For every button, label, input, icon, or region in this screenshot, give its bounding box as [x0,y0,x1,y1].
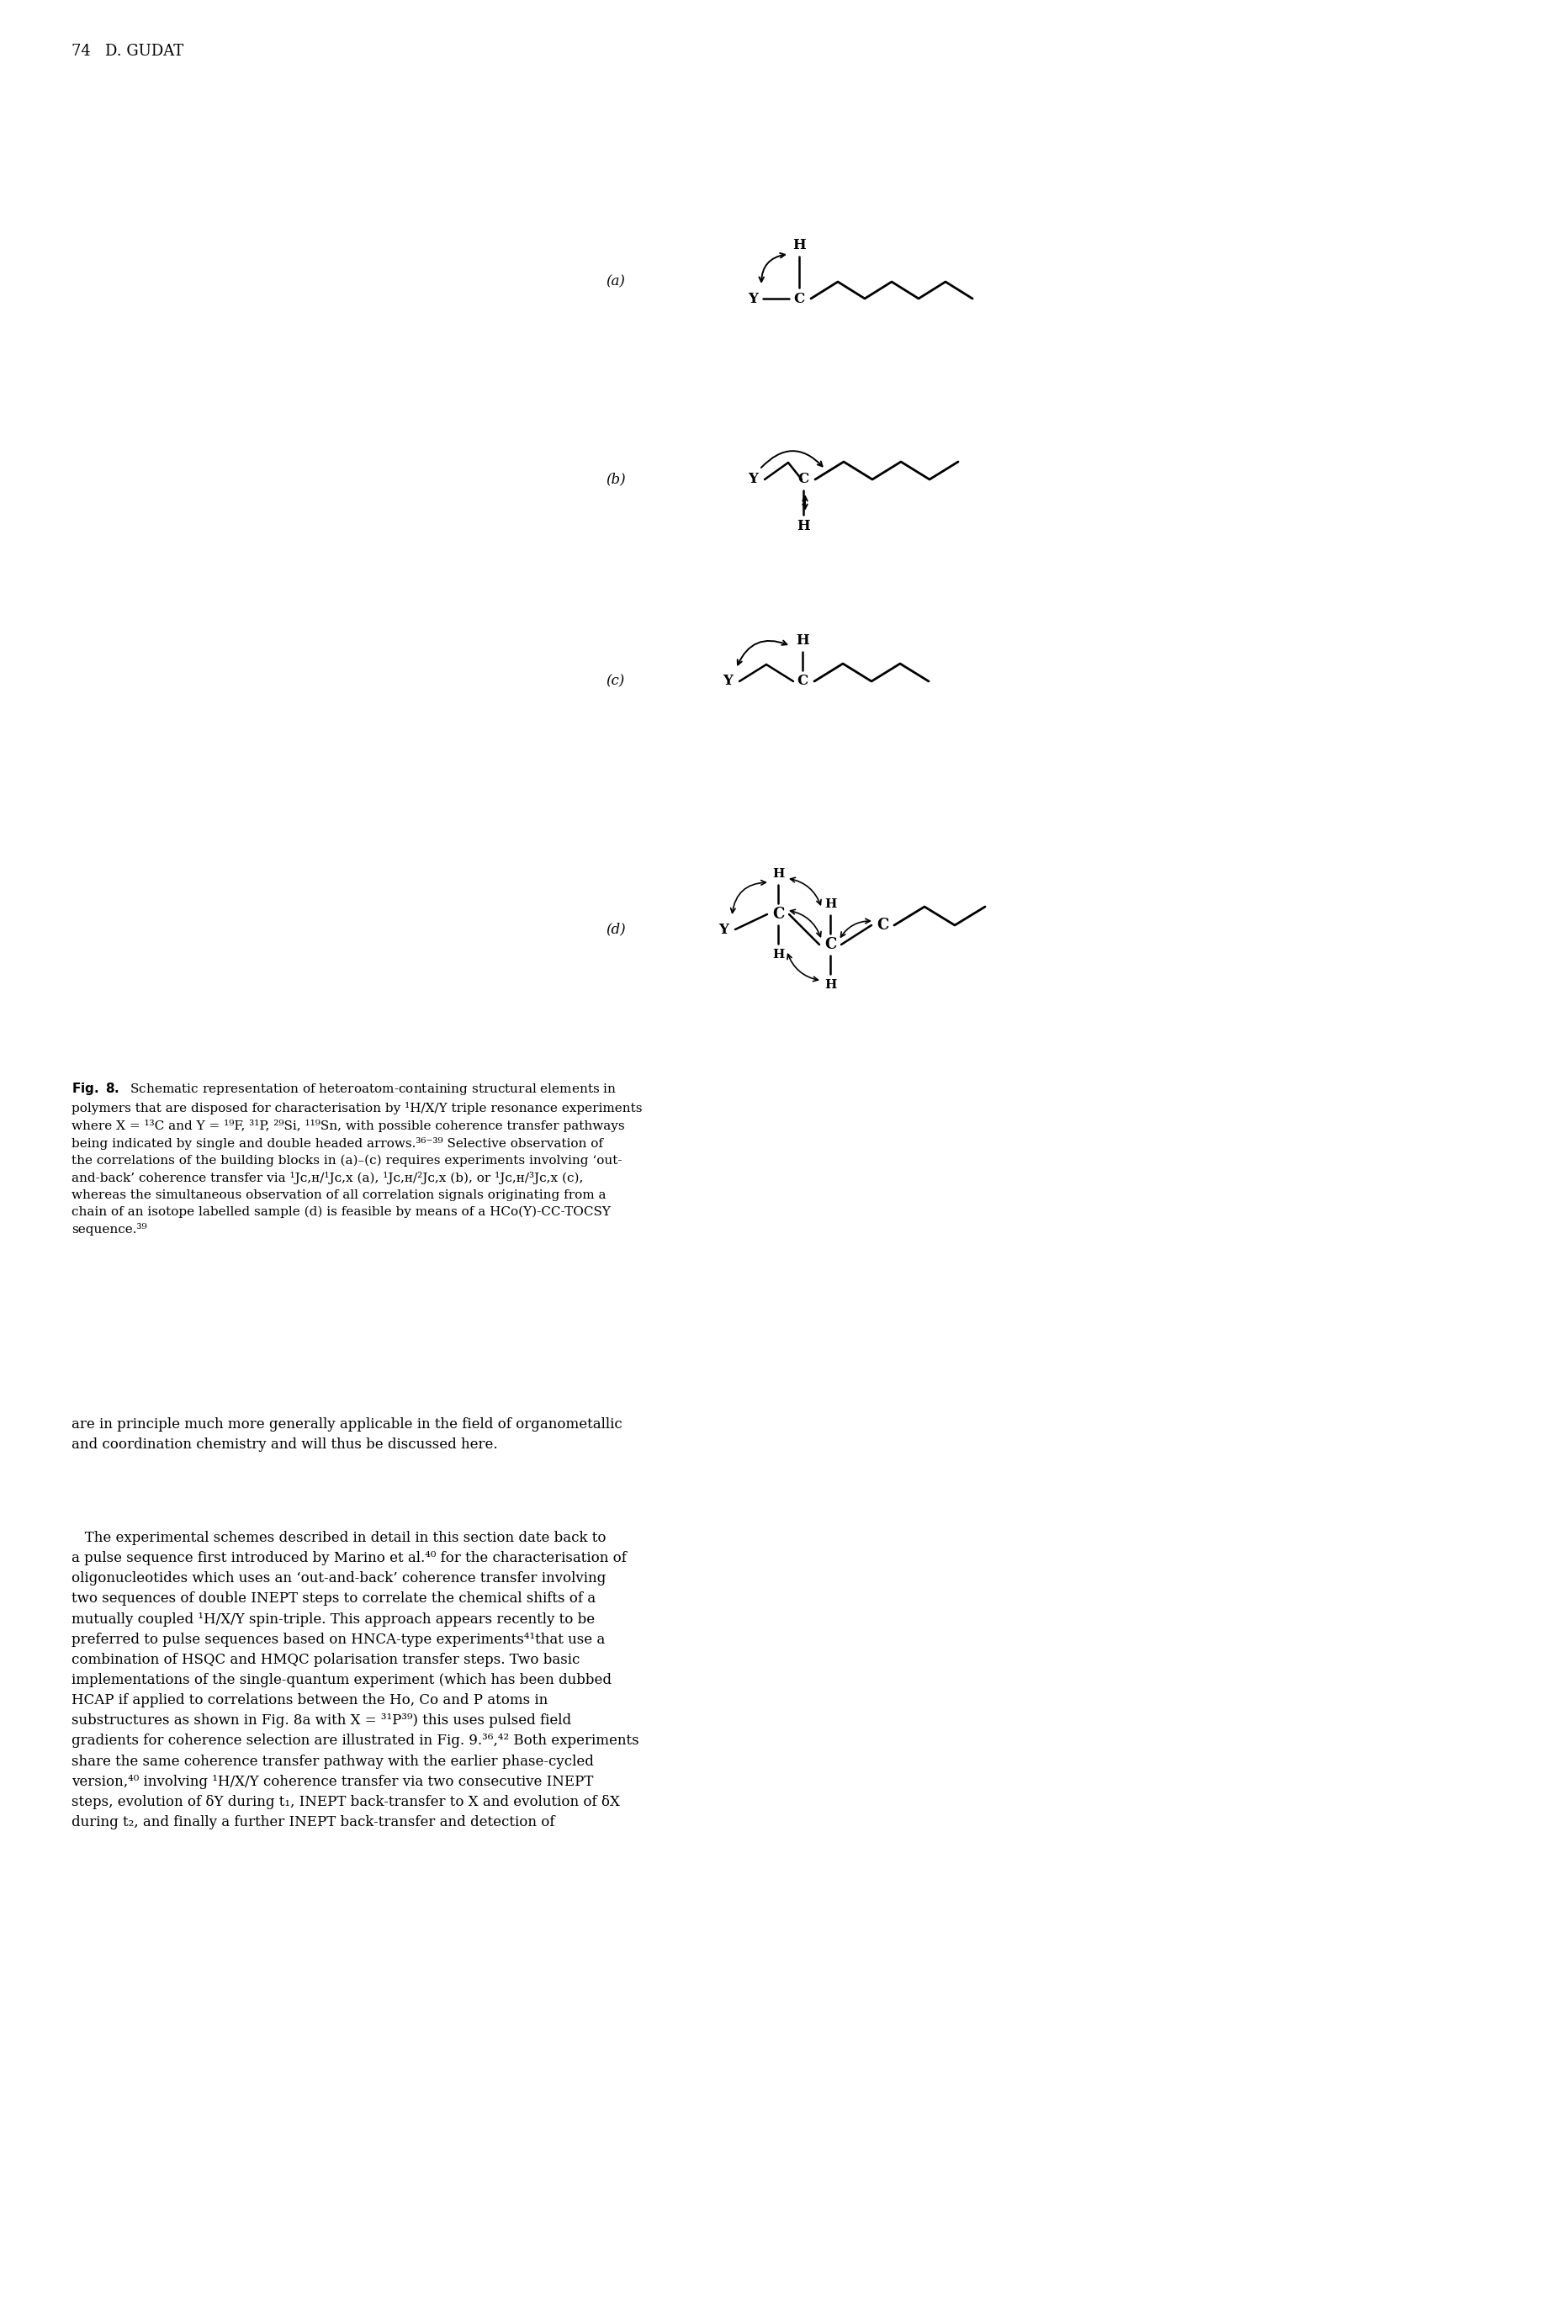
Text: H: H [825,978,836,990]
Text: C: C [877,918,889,932]
Text: H: H [771,869,784,881]
Text: H: H [797,518,811,532]
Text: H: H [771,948,784,960]
Text: The experimental schemes described in detail in this section date back to
a puls: The experimental schemes described in de… [72,1532,640,1829]
Text: C: C [771,906,784,923]
Text: Y: Y [748,290,757,307]
Text: Y: Y [748,472,757,486]
Text: H: H [825,899,836,911]
Text: (c): (c) [605,674,624,688]
Text: (d): (d) [605,923,626,937]
Text: (b): (b) [605,472,626,486]
Text: H: H [792,239,806,253]
Text: 74   D. GUDAT: 74 D. GUDAT [72,44,183,58]
Text: are in principle much more generally applicable in the field of organometallic
a: are in principle much more generally app… [72,1418,622,1452]
Text: Y: Y [718,923,729,937]
Text: C: C [797,674,808,688]
Text: H: H [797,634,809,648]
Text: $\bf{Fig.\ 8.}$  Schematic representation of heteroatom-containing structural el: $\bf{Fig.\ 8.}$ Schematic representation… [72,1081,643,1236]
Text: C: C [798,472,809,486]
Text: (a): (a) [605,274,626,288]
Text: C: C [793,290,804,307]
Text: Y: Y [723,674,732,688]
Text: C: C [825,937,836,953]
